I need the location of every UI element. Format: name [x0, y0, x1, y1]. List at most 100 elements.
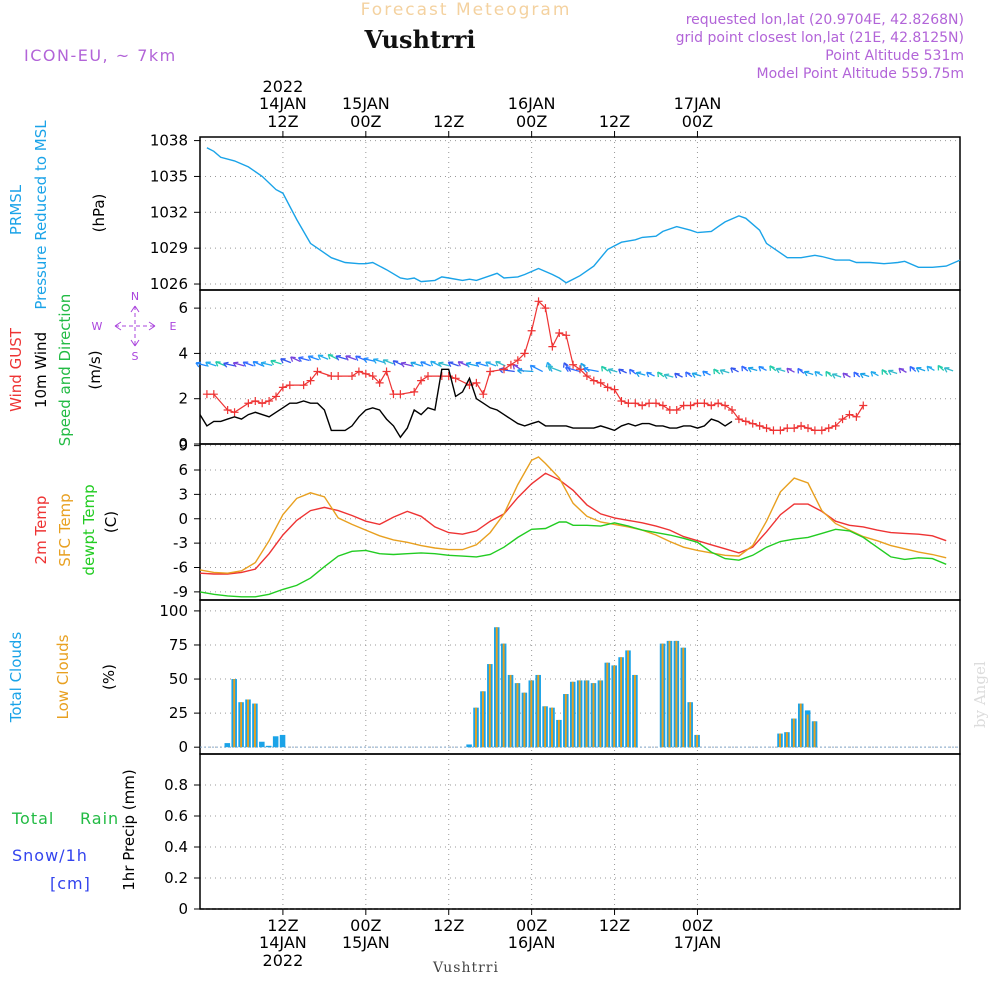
- wind-direction-arrow: [298, 356, 310, 362]
- gust-point-marker: [776, 426, 785, 435]
- low-cloud-bar: [668, 640, 671, 748]
- wind-arrowhead: [547, 365, 553, 372]
- gust-point-marker: [645, 399, 654, 408]
- gust-point-marker: [596, 378, 605, 387]
- y-tick-label: -6: [173, 559, 188, 577]
- gust-point-marker: [672, 406, 681, 415]
- gust-point-marker: [714, 399, 723, 408]
- wind-arrowhead: [223, 361, 229, 368]
- wind-direction-arrow: [223, 362, 236, 367]
- wind-arrowhead: [663, 373, 670, 380]
- gust-point-marker: [859, 401, 868, 410]
- wind-arrowhead: [382, 359, 389, 365]
- wind-arrowhead: [786, 367, 792, 374]
- gust-point-marker: [334, 372, 343, 381]
- gust-point-marker: [272, 392, 280, 401]
- gust-point-marker: [500, 365, 508, 374]
- y-tick-label: 9: [178, 437, 188, 455]
- wind-arrowhead: [317, 354, 324, 361]
- product-title: Forecast Meteogram: [361, 0, 572, 20]
- footer-station: Vushtrri: [432, 960, 499, 976]
- low-cloud-bar: [481, 691, 484, 748]
- low-cloud-bar: [530, 680, 533, 748]
- gust-point-marker: [804, 424, 812, 433]
- low-cloud-bar: [564, 694, 567, 748]
- wind-arrowhead: [915, 367, 922, 373]
- gust-point-marker: [258, 399, 267, 408]
- gust-point-marker: [707, 401, 716, 410]
- gust-point-marker: [327, 372, 336, 381]
- top-time-label: 00Z: [682, 112, 713, 131]
- gust-point-marker: [251, 396, 260, 405]
- temp2m-line: [199, 472, 947, 575]
- gust-point-marker: [306, 376, 315, 385]
- bottom-time-label: 00Z: [682, 916, 713, 935]
- wind-arrowhead: [580, 362, 586, 369]
- gust-point-marker: [486, 367, 495, 376]
- top-time-label: 16JAN: [508, 94, 556, 113]
- gust-point-marker: [783, 424, 792, 433]
- gust-point-marker: [589, 376, 598, 385]
- clouds-unit-label: (%): [100, 664, 118, 690]
- wind-arrowhead: [270, 359, 276, 366]
- wind-direction-arrow: [530, 364, 543, 373]
- bottom-time-label: 12Z: [267, 916, 298, 935]
- wind-arrowhead: [758, 365, 764, 372]
- y-tick-label: 3: [178, 485, 188, 503]
- gust-point-marker: [769, 426, 778, 435]
- low-cloud-bar: [537, 674, 540, 748]
- wind-arrowhead: [392, 360, 399, 366]
- wind-direction-arrow: [517, 369, 534, 373]
- wind-arrowhead: [195, 361, 201, 368]
- wind-arrowhead: [730, 367, 736, 373]
- y-tick-label: 0.4: [164, 838, 188, 856]
- low-cloud-bar: [661, 643, 664, 748]
- gust-point-marker: [368, 372, 377, 381]
- model-label: ICON-EU, ~ 7km: [24, 46, 177, 65]
- y-tick-label: 4: [178, 344, 188, 362]
- gust-point-marker: [665, 406, 674, 415]
- wind-arrowhead: [260, 361, 267, 368]
- gust-point-marker: [824, 424, 833, 433]
- low-cloud-bar: [675, 640, 678, 748]
- wind-arrowhead: [635, 371, 642, 378]
- wind-direction-arrow: [260, 362, 273, 367]
- panel-frame: [199, 443, 961, 601]
- wind-arrowhead: [345, 355, 351, 361]
- wind-arrowhead: [232, 361, 239, 368]
- low-cloud-bar: [779, 733, 781, 748]
- low-cloud-bar: [516, 683, 519, 748]
- snow-unit-label: [cm]: [50, 874, 91, 893]
- gust-point-marker: [797, 421, 806, 430]
- gust-point-marker: [444, 372, 453, 381]
- gust-point-marker: [506, 360, 515, 369]
- gust-point-marker: [638, 401, 647, 410]
- low-cloud-bar: [785, 732, 788, 748]
- bottom-time-label: 12Z: [433, 916, 464, 935]
- total-cloud-bar: [279, 734, 286, 748]
- low-cloud-bar: [813, 721, 816, 748]
- wind-arrowhead: [702, 370, 708, 377]
- gust-point-marker: [658, 401, 667, 410]
- gust-point-marker: [741, 417, 750, 426]
- gust-point-marker: [548, 342, 557, 351]
- y-tick-label: 6: [178, 461, 188, 479]
- gust-point-marker: [679, 401, 688, 410]
- gust-point-marker: [451, 374, 460, 383]
- wind-direction-arrow: [335, 355, 347, 360]
- gust-point-marker: [354, 367, 363, 376]
- wind-arrowhead: [242, 361, 249, 367]
- total-cloud-bar: [272, 736, 279, 748]
- wind-arrowhead: [307, 355, 314, 361]
- wind-unit-label: (m/s): [86, 350, 104, 389]
- wind-arrowhead: [495, 360, 501, 367]
- gust-point-marker: [852, 412, 861, 421]
- compass-w-label: W: [92, 320, 103, 333]
- gust-point-marker: [624, 399, 633, 408]
- wind-direction-arrow: [547, 365, 562, 373]
- top-time-label: 14JAN: [259, 94, 307, 113]
- gust-point-marker: [375, 378, 384, 387]
- y-tick-label: 100: [159, 602, 188, 620]
- top-time-label: 00Z: [516, 112, 547, 131]
- wind-direction-arrow: [400, 362, 413, 367]
